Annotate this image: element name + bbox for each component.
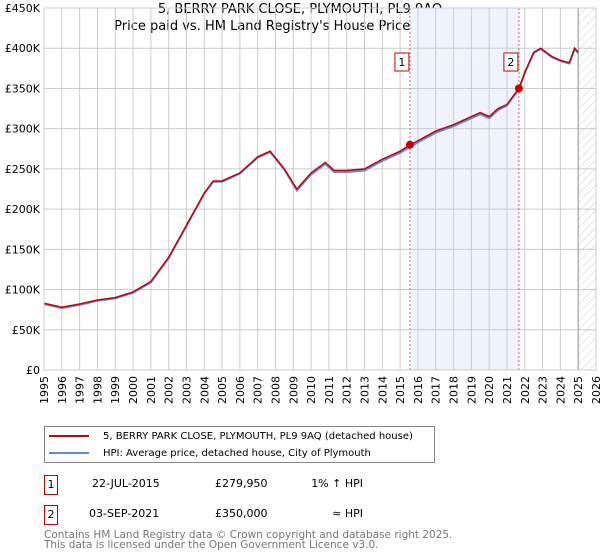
sale-row-1: 1 22-JUL-2015 £279,950 1% ↑ HPI	[44, 475, 444, 495]
y-tick-label: £450K	[5, 2, 41, 15]
y-tick-label: £200K	[5, 203, 41, 216]
sale-label-box	[394, 52, 410, 72]
x-tick-label: 2001	[145, 376, 158, 404]
x-tick-label: 1999	[109, 376, 122, 404]
blue-line-swatch	[49, 452, 89, 454]
y-tick-label: £250K	[5, 163, 41, 176]
y-tick-label: £400K	[5, 42, 41, 55]
sale-date: 03-SEP-2021	[89, 507, 160, 520]
sale-point	[405, 140, 414, 149]
x-tick-label: 2011	[323, 376, 336, 404]
x-tick-label: 2016	[412, 376, 425, 404]
property-price-line	[43, 46, 579, 309]
red-line-swatch	[49, 435, 89, 437]
x-tick-label: 2020	[483, 376, 496, 404]
x-tick-label: 2018	[448, 376, 461, 404]
sale-price: £279,950	[215, 477, 268, 490]
legend-label: 5, BERRY PARK CLOSE, PLYMOUTH, PL9 9AQ (…	[103, 430, 413, 442]
x-tick-label: 2013	[359, 376, 372, 404]
x-tick-label: 2019	[465, 376, 478, 404]
x-tick-label: 2015	[394, 376, 407, 404]
sale-marker-badge: 2	[44, 505, 58, 525]
footer-licence: This data is licensed under the Open Gov…	[44, 539, 379, 551]
chart-title: 5, BERRY PARK CLOSE, PLYMOUTH, PL9 9AQ	[157, 2, 443, 17]
sale-period-shade	[409, 8, 519, 370]
legend-item-hpi: HPI: Average price, detached house, City…	[45, 445, 371, 461]
x-tick-label: 1995	[38, 376, 51, 404]
y-tick-label: £300K	[5, 123, 41, 136]
x-tick-label: 2000	[127, 376, 140, 404]
x-tick-label: 2004	[198, 376, 211, 404]
x-tick-label: 2010	[305, 376, 318, 404]
x-tick-label: 1996	[56, 376, 69, 404]
plot-area: 1995 1996 1997 1998 1999 2000 2001 2002 2003 2004…	[5, 2, 600, 404]
y-tick-label: £50K	[12, 324, 41, 337]
footer-copyright: Contains HM Land Registry data © Crown c…	[44, 529, 453, 541]
x-tick-label: 2007	[252, 376, 265, 404]
x-tick-label: 2005	[216, 376, 229, 404]
x-tick-label: 1998	[91, 376, 104, 404]
y-tick-label: £150K	[5, 243, 41, 256]
x-tick-label: 2006	[234, 376, 247, 404]
x-tick-label: 2021	[501, 376, 514, 404]
x-tick-label: 2025	[572, 376, 585, 404]
legend: 5, BERRY PARK CLOSE, PLYMOUTH, PL9 9AQ (…	[44, 426, 435, 463]
sale-point	[514, 84, 523, 93]
x-tick-label: 2023	[537, 376, 550, 404]
x-tick-label: 2022	[519, 376, 532, 404]
sale-label-box	[503, 52, 519, 72]
legend-label: HPI: Average price, detached house, City…	[103, 447, 371, 459]
y-tick-label: £0	[26, 364, 40, 377]
sale-hpi: 1% ↑ HPI	[311, 477, 363, 490]
forecast-hatch	[578, 8, 596, 370]
x-tick-label: 2003	[180, 376, 193, 404]
x-tick-label: 2009	[287, 376, 300, 404]
sale-hpi: ≈ HPI	[332, 507, 363, 520]
y-tick-label: £100K	[5, 284, 41, 297]
sale-label: 1	[398, 56, 405, 69]
sale-price: £350,000	[215, 507, 268, 520]
chart-subtitle: Price paid vs. HM Land Registry's House …	[114, 19, 486, 34]
x-tick-label: 2014	[376, 376, 389, 404]
legend-item-property: 5, BERRY PARK CLOSE, PLYMOUTH, PL9 9AQ (…	[45, 428, 413, 444]
sale-row-2: 2 03-SEP-2021 £350,000 ≈ HPI	[44, 505, 444, 525]
sale-label: 2	[507, 56, 514, 69]
x-tick-label: 2017	[430, 376, 443, 404]
x-tick-label: 2008	[269, 376, 282, 404]
x-tick-label: 1997	[74, 376, 87, 404]
y-tick-label: £350K	[5, 82, 41, 95]
sale-date: 22-JUL-2015	[92, 477, 160, 490]
plot-border	[43, 7, 597, 371]
x-tick-label: 2012	[341, 376, 354, 404]
x-tick-label: 2026	[590, 376, 600, 404]
sale-marker-badge: 1	[44, 475, 58, 495]
footer: Contains HM Land Registry data © Crown c…	[44, 529, 453, 551]
x-tick-label: 2024	[554, 376, 567, 404]
x-tick-label: 2002	[163, 376, 176, 404]
